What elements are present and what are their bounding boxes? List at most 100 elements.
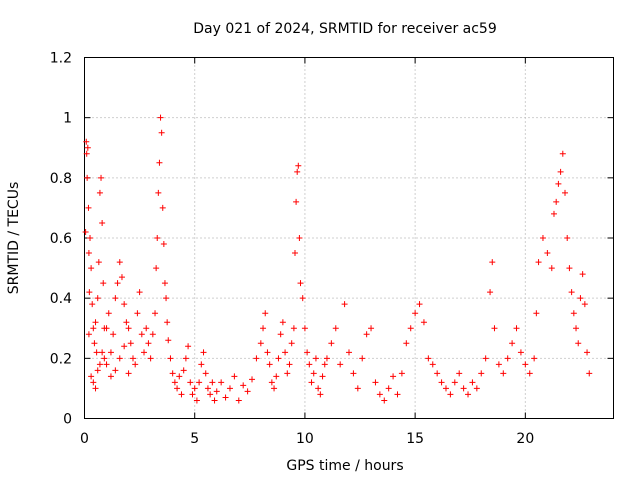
- data-point: [86, 289, 93, 296]
- data-point: [141, 349, 148, 356]
- data-point: [107, 373, 114, 380]
- data-point: [99, 219, 106, 226]
- data-point: [209, 379, 216, 386]
- y-tick-label: 0.2: [50, 351, 72, 367]
- data-point: [112, 295, 119, 302]
- data-point: [390, 373, 397, 380]
- data-point: [138, 331, 145, 338]
- data-point: [145, 340, 152, 347]
- data-point: [312, 355, 319, 362]
- data-point: [83, 150, 90, 157]
- data-point: [275, 355, 282, 362]
- data-point: [368, 325, 375, 332]
- data-point: [487, 289, 494, 296]
- x-tick-label: 0: [80, 431, 89, 447]
- data-point: [323, 355, 330, 362]
- y-tick-label: 0.8: [50, 171, 72, 187]
- data-point: [509, 340, 516, 347]
- data-point: [163, 295, 170, 302]
- data-point: [160, 241, 167, 248]
- data-point: [290, 325, 297, 332]
- data-point: [244, 388, 251, 395]
- data-point: [268, 379, 275, 386]
- data-point: [91, 340, 98, 347]
- data-point: [92, 319, 99, 326]
- data-point: [412, 310, 419, 317]
- data-point: [559, 150, 566, 157]
- data-point: [420, 319, 427, 326]
- data-point: [123, 319, 130, 326]
- data-point: [196, 379, 203, 386]
- data-point: [99, 349, 106, 356]
- data-point: [125, 325, 132, 332]
- data-point: [533, 310, 540, 317]
- data-point: [544, 250, 551, 257]
- data-point: [442, 385, 449, 392]
- data-point: [182, 355, 189, 362]
- data-point: [286, 361, 293, 368]
- data-point: [96, 361, 103, 368]
- data-point: [100, 280, 107, 287]
- data-point: [350, 370, 357, 377]
- data-point: [359, 355, 366, 362]
- x-tick-label: 15: [406, 431, 424, 447]
- data-point: [112, 367, 119, 374]
- data-point: [87, 235, 94, 241]
- data-point: [200, 349, 207, 356]
- data-point: [456, 370, 463, 377]
- data-point: [88, 265, 95, 272]
- data-point: [403, 340, 410, 347]
- data-point: [149, 331, 156, 338]
- data-point: [147, 355, 154, 362]
- data-point: [93, 349, 100, 356]
- data-point: [271, 385, 278, 392]
- data-point: [262, 310, 269, 317]
- data-point: [354, 385, 361, 392]
- data-point: [94, 367, 101, 374]
- data-point: [193, 397, 200, 404]
- data-point: [306, 361, 313, 368]
- data-point: [531, 355, 538, 362]
- data-point: [299, 295, 306, 302]
- data-point: [116, 355, 123, 362]
- data-point: [277, 331, 284, 338]
- data-point: [550, 210, 557, 217]
- data-point: [185, 343, 192, 350]
- data-point: [398, 370, 405, 377]
- data-point: [478, 370, 485, 377]
- data-point: [222, 394, 229, 401]
- x-tick-label: 20: [516, 431, 534, 447]
- data-point: [95, 259, 102, 266]
- data-point: [394, 391, 401, 398]
- data-point: [295, 162, 302, 169]
- data-point: [451, 379, 458, 386]
- data-point: [211, 397, 218, 404]
- data-point: [584, 349, 591, 356]
- data-point: [83, 138, 90, 145]
- data-point: [385, 385, 392, 392]
- data-point: [129, 355, 136, 362]
- data-point: [136, 289, 143, 296]
- data-point: [438, 379, 445, 386]
- data-point: [98, 174, 105, 181]
- data-point: [548, 265, 555, 272]
- data-point: [381, 397, 388, 404]
- data-point: [132, 361, 139, 368]
- data-point: [90, 325, 97, 332]
- data-point: [178, 391, 185, 398]
- data-point: [284, 370, 291, 377]
- data-point: [189, 391, 196, 398]
- data-point: [264, 349, 271, 356]
- data-point: [88, 373, 95, 380]
- data-point: [202, 370, 209, 377]
- data-point: [425, 355, 432, 362]
- y-tick-label: 1.2: [50, 51, 72, 67]
- data-point: [161, 280, 168, 287]
- data-point: [491, 325, 498, 332]
- data-point: [235, 397, 242, 404]
- data-point: [101, 355, 108, 362]
- data-point: [553, 198, 560, 205]
- data-point: [260, 325, 267, 332]
- data-point: [153, 265, 160, 272]
